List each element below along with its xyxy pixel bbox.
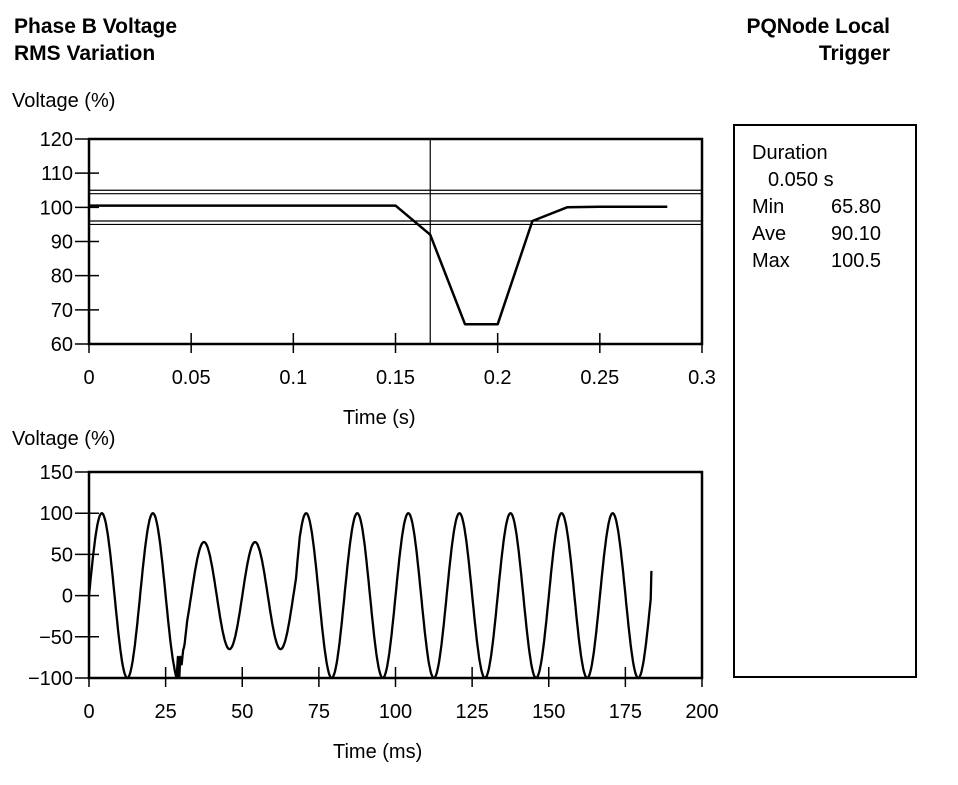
trigger-label: PQNode Local Trigger	[746, 13, 890, 67]
rms-variation-chart: 0 0.05 0.1 0.15 0.2 0.25 0.3 120 110 100 90 80 70 60	[40, 129, 716, 389]
rms-y-tick-label: 100	[40, 197, 73, 219]
chart-title-line-1: Phase B Voltage	[14, 15, 177, 38]
waveform-series-line	[87, 512, 653, 680]
rms-y-tick-label: 60	[51, 334, 73, 356]
stat-max-value: 100.5	[831, 250, 882, 272]
stat-min-value: 65.80	[831, 196, 882, 218]
waveform-x-tick-label: 150	[532, 701, 565, 723]
rms-plot-frame	[87, 137, 704, 346]
waveform-y-tick-label: 150	[40, 462, 73, 484]
duration-value: 0.050 s	[768, 169, 834, 191]
waveform-plot-frame	[87, 470, 704, 680]
rms-x-tick-label: 0.3	[688, 367, 716, 389]
rms-x-tick-label: 0.05	[172, 367, 211, 389]
waveform-y-tick-label: −50	[39, 627, 73, 649]
rms-x-axis-label: Time (s)	[343, 407, 416, 429]
waveform-x-axis-label: Time (ms)	[333, 741, 423, 763]
chart-title: Phase B Voltage RMS Variation	[14, 13, 177, 67]
waveform-y-tick-label: 100	[40, 503, 73, 525]
rms-y-tick-label: 120	[40, 129, 73, 151]
duration-label: Duration	[752, 142, 828, 164]
waveform-x-tick-label: 0	[83, 701, 94, 723]
rms-x-tick-label: 0.25	[580, 367, 619, 389]
trigger-label-line-2: Trigger	[818, 42, 890, 65]
waveform-y-axis-label: Voltage (%)	[12, 428, 116, 450]
waveform-x-tick-label: 25	[155, 701, 177, 723]
stat-max-label: Max	[752, 250, 790, 272]
waveform-x-tick-label: 175	[609, 701, 642, 723]
stat-ave-value: 90.10	[831, 223, 882, 245]
rms-y-tick-label: 70	[51, 300, 73, 322]
chart-title-line-2: RMS Variation	[14, 42, 156, 65]
stat-ave-label: Ave	[752, 223, 787, 245]
rms-x-tick-label: 0	[83, 367, 94, 389]
rms-x-tick-label: 0.2	[484, 367, 512, 389]
event-stats-panel: Duration 0.050 s Min 65.80 Ave 90.10 Max…	[733, 124, 917, 678]
waveform-x-tick-label: 50	[231, 701, 253, 723]
rms-y-tick-label: 110	[41, 163, 73, 185]
rms-y-axis-label: Voltage (%)	[12, 90, 116, 112]
rms-x-tick-label: 0.15	[376, 367, 415, 389]
stat-min-label: Min	[752, 196, 785, 218]
waveform-x-tick-label: 75	[308, 701, 330, 723]
rms-y-tick-label: 90	[51, 232, 73, 254]
waveform-y-tick-label: 50	[51, 544, 73, 566]
trigger-label-line-1: PQNode Local	[746, 15, 890, 38]
rms-series-line	[89, 204, 668, 326]
rms-y-tick-label: 80	[51, 266, 73, 288]
waveform-y-tick-label: 0	[62, 586, 73, 608]
waveform-x-tick-label: 100	[379, 701, 412, 723]
rms-x-tick-label: 0.1	[279, 367, 307, 389]
voltage-waveform-chart: 0 25 50 75 100 125 150 175 200 150 100 50 0 −50 −100	[28, 462, 719, 723]
waveform-x-tick-label: 125	[455, 701, 488, 723]
waveform-y-tick-label: −100	[28, 668, 73, 690]
waveform-x-tick-label: 200	[685, 701, 718, 723]
